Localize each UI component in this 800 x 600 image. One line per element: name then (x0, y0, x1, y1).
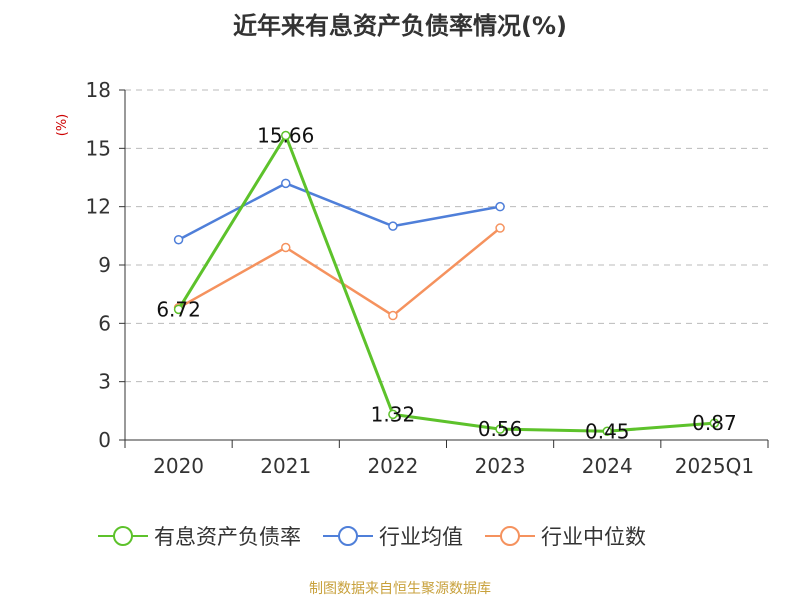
y-tick-label: 6 (98, 311, 111, 335)
series-line-1 (178, 182, 501, 241)
data-point (602, 426, 612, 436)
series-group (173, 130, 720, 436)
axes (119, 89, 769, 448)
data-point (173, 234, 184, 245)
legend-item-0[interactable]: 有息资产负债率 (98, 521, 301, 551)
y-tick-label: 3 (98, 370, 111, 394)
legend-item-1[interactable]: 行业均值 (323, 521, 463, 551)
data-point (495, 223, 505, 233)
legend: 有息资产负债率 行业均值 行业中位数 (98, 521, 668, 551)
legend-label: 行业均值 (379, 525, 463, 549)
data-label: 0.56 (478, 417, 523, 441)
legend-item-2[interactable]: 行业中位数 (485, 521, 646, 551)
data-point (495, 201, 505, 212)
data-label: 15.66 (257, 124, 314, 148)
y-tick-label: 9 (98, 253, 111, 277)
data-point (388, 221, 398, 231)
data-label: 0.87 (692, 411, 737, 435)
series-line-2 (177, 227, 501, 317)
chart-title: 近年来有息资产负债率情况(%) (233, 12, 567, 40)
legend-line-circle-icon (485, 526, 535, 546)
legend-label: 有息资产负债率 (154, 525, 301, 549)
legend-label: 行业中位数 (541, 525, 646, 549)
data-point (281, 242, 291, 253)
data-label: 6.72 (156, 297, 201, 321)
y-tick-label: 15 (86, 136, 111, 160)
x-tick-label: 2024 (582, 454, 633, 478)
y-tick-label: 18 (86, 78, 111, 102)
y-tick-label: 0 (98, 428, 111, 452)
legend-line-circle-icon (98, 526, 148, 546)
data-label: 0.45 (585, 419, 630, 443)
data-point (495, 424, 505, 434)
x-tick-label: 2023 (475, 454, 526, 478)
legend-line-circle-icon (323, 526, 373, 546)
data-labels: 6.72 15.66 1.32 0.56 0.45 0.87 (156, 124, 736, 444)
data-point (281, 178, 291, 189)
x-tick-label: 2020 (153, 454, 204, 478)
source-note: 制图数据来自恒生聚源数据库 (309, 581, 491, 597)
y-tick-label: 12 (86, 195, 111, 219)
data-point (173, 304, 184, 315)
x-tick-label: 2025Q1 (675, 454, 754, 478)
series-line-0 (177, 134, 715, 433)
data-point (281, 130, 291, 141)
data-label: 1.32 (371, 402, 416, 426)
x-tick-label: 2022 (367, 454, 418, 478)
data-point (388, 409, 398, 420)
grid-lines (125, 89, 768, 383)
tick-labels: 0 3 6 9 12 15 18 2020 2021 2022 2023 2024 2025Q1 (86, 78, 755, 478)
data-point (388, 310, 398, 321)
data-point (709, 418, 720, 428)
x-tick-label: 2021 (260, 454, 311, 478)
